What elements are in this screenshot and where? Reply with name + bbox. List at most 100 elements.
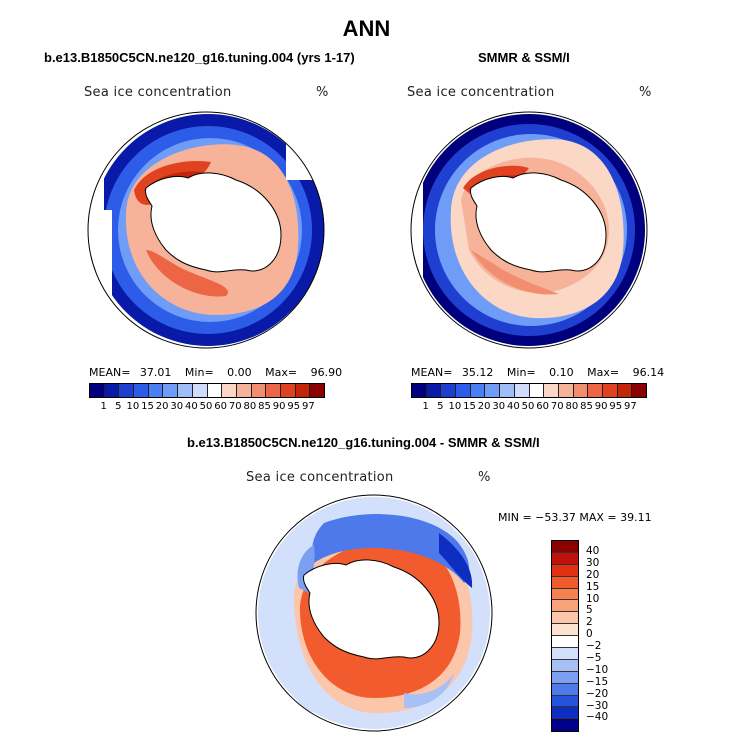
colorbar-swatch — [426, 384, 442, 397]
diff-colorbar-label: −15 — [586, 675, 609, 688]
colorbar-tick-label: 90 — [272, 401, 286, 412]
diff-colorbar-swatch — [552, 588, 578, 601]
diff-map-border — [255, 494, 493, 732]
panel2-stats: MEAN= 35.12 Min= 0.10 Max= 96.14 — [411, 366, 665, 379]
diff-colorbar-swatch — [552, 624, 578, 637]
colorbar-tick-label: 1 — [422, 401, 429, 412]
colorbar-tick-label: 80 — [565, 401, 579, 412]
colorbar-tick-label: 20 — [155, 401, 169, 412]
colorbar-swatch — [148, 384, 164, 397]
colorbar-tick-label: 1 — [100, 401, 107, 412]
diff-subtitle: b.e13.B1850C5CN.ne120_g16.tuning.004 - S… — [187, 435, 540, 450]
diff-colorbar-label: 30 — [586, 556, 600, 569]
panel1-min-value: 0.00 — [227, 366, 252, 379]
diff-colorbar-swatch — [552, 600, 578, 613]
colorbar-swatch — [573, 384, 589, 397]
diff-colorbar-swatch — [552, 659, 578, 672]
panel1-map-border — [87, 111, 325, 349]
colorbar-swatch — [456, 384, 471, 397]
colorbar-swatch — [617, 384, 633, 397]
colorbar-tick-label: 10 — [448, 401, 462, 412]
colorbar-swatch — [310, 384, 324, 397]
diff-colorbar-label: −40 — [586, 711, 609, 724]
colorbar-swatch — [412, 384, 427, 397]
diff-antarctica — [303, 559, 440, 660]
panel2-map-border — [410, 111, 648, 349]
colorbar-tick-label: 40 — [185, 401, 198, 412]
colorbar-swatch — [90, 384, 105, 397]
diff-colorbar-label: 15 — [586, 580, 600, 593]
colorbar-tick-label: 97 — [624, 401, 637, 412]
colorbar-swatch — [514, 384, 530, 397]
colorbar-swatch — [104, 384, 120, 397]
diff-colorbar-label: 5 — [586, 604, 593, 617]
diff-polar-map — [255, 494, 493, 732]
diff-colorbar-label: 0 — [586, 628, 593, 641]
colorbar-tick-label: 90 — [594, 401, 608, 412]
colorbar-swatch — [178, 384, 193, 397]
colorbar-tick-label: 85 — [258, 401, 271, 412]
colorbar-swatch — [236, 384, 252, 397]
colorbar-swatch — [470, 384, 486, 397]
colorbar-tick-label: 10 — [126, 401, 140, 412]
panel2-max-value: 96.14 — [632, 366, 665, 379]
colorbar-tick-label: 30 — [492, 401, 506, 412]
colorbar-tick-label: 20 — [477, 401, 491, 412]
colorbar-tick-label: 97 — [302, 401, 315, 412]
colorbar-tick-label: 30 — [170, 401, 184, 412]
colorbar-tick-label: 40 — [507, 401, 520, 412]
panel1-mean-value: 37.01 — [139, 366, 172, 379]
diff-colorbar-swatch — [552, 648, 578, 660]
diff-colorbar-swatch — [552, 552, 578, 565]
colorbar-swatch — [529, 384, 545, 397]
colorbar-tick-label: 70 — [228, 401, 242, 412]
diff-colorbar-label: −5 — [586, 652, 602, 665]
colorbar-tick-label: 80 — [243, 401, 257, 412]
diff-colorbar-label: 2 — [586, 616, 593, 629]
colorbar-swatch — [544, 384, 559, 397]
colorbar-tick-label: 15 — [141, 401, 154, 412]
diff-colorbar-label: 40 — [586, 545, 600, 557]
panel1-polar-map — [87, 111, 325, 349]
figure-title: ANN — [342, 16, 391, 41]
diff-units-label: % — [478, 470, 491, 485]
panel1-colorbar — [89, 383, 325, 398]
diff-colorbar-swatch — [552, 612, 578, 625]
diff-colorbar-label: −30 — [586, 699, 609, 712]
diff-colorbar-swatch — [552, 541, 578, 553]
colorbar-tick-label: 60 — [536, 401, 549, 412]
diff-colorbar-swatch — [552, 564, 578, 577]
colorbar-swatch — [588, 384, 603, 397]
diff-colorbar-swatch — [552, 636, 578, 649]
diff-colorbar-label: 10 — [586, 592, 600, 605]
diff-colorbar-label: −10 — [586, 663, 609, 676]
panel2-subtitle: SMMR & SSM/I — [478, 50, 570, 65]
diff-colorbar — [551, 540, 579, 733]
colorbar-swatch — [207, 384, 223, 397]
diff-variable-label: Sea ice concentration — [246, 470, 394, 485]
colorbar-tick-label: 50 — [199, 401, 213, 412]
panel1-max-value: 96.90 — [310, 366, 343, 379]
colorbar-swatch — [251, 384, 267, 397]
colorbar-tick-label: 95 — [609, 401, 623, 412]
colorbar-tick-label: 5 — [115, 401, 122, 412]
diff-colorbar-swatch — [552, 707, 578, 720]
panel2-mean-value: 35.12 — [461, 366, 494, 379]
colorbar-swatch — [163, 384, 179, 397]
panel1-subtitle: b.e13.B1850C5CN.ne120_g16.tuning.004 (yr… — [44, 50, 355, 65]
diff-colorbar-label: −2 — [586, 640, 602, 653]
colorbar-swatch — [222, 384, 237, 397]
colorbar-tick-label: 70 — [550, 401, 564, 412]
colorbar-tick-label: 15 — [463, 401, 476, 412]
panel2-colorbar — [411, 383, 647, 398]
colorbar-swatch — [192, 384, 208, 397]
panel1-antarctica — [145, 172, 282, 273]
panel2-polar-map — [410, 111, 648, 349]
diff-stats: MIN = −53.37 MAX = 39.11 — [498, 511, 652, 524]
panel2-variable-label: Sea ice concentration — [407, 85, 555, 100]
diff-colorbar-label: −20 — [586, 687, 609, 700]
panel2-units-label: % — [639, 85, 652, 100]
colorbar-swatch — [441, 384, 457, 397]
diff-colorbar-swatch — [552, 576, 578, 589]
colorbar-swatch — [602, 384, 618, 397]
